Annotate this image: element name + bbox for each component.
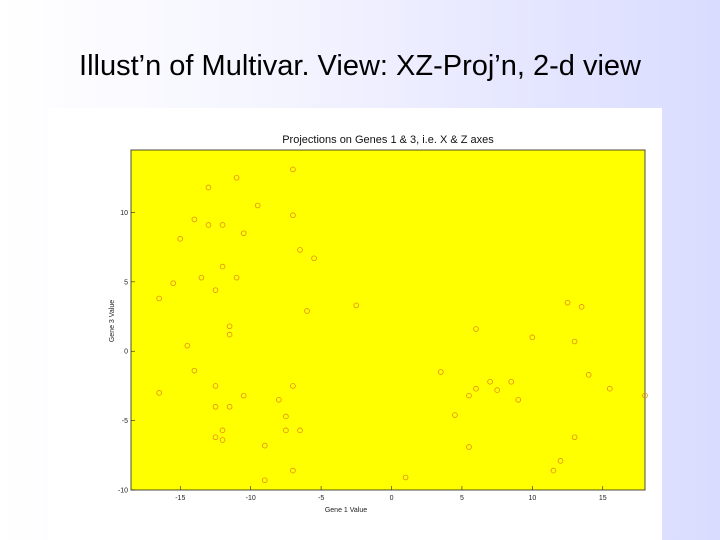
y-tick-label: 10 [120, 210, 128, 217]
y-tick-label: 5 [124, 279, 128, 286]
data-point [233, 174, 240, 181]
data-point [226, 323, 233, 330]
data-point [297, 427, 303, 434]
x-tick-label: 15 [599, 495, 607, 502]
data-point [184, 342, 191, 349]
data-point [311, 255, 317, 262]
data-point [290, 166, 296, 173]
data-point [550, 467, 557, 474]
data-point [226, 403, 233, 410]
x-tick-label: -10 [246, 495, 256, 502]
data-point [515, 396, 522, 403]
data-point [212, 434, 219, 441]
data-point [466, 392, 472, 399]
data-point [642, 392, 648, 399]
data-point [261, 442, 268, 449]
data-point [240, 392, 247, 399]
data-point [578, 304, 585, 310]
slide-title: Illust’n of Multivar. View: XZ-Proj’n, 2… [79, 50, 641, 82]
data-point [191, 367, 198, 374]
x-tick-label: -5 [318, 495, 324, 502]
x-tick-label: 0 [390, 495, 394, 502]
x-tick-label: 10 [528, 495, 536, 502]
data-point [402, 474, 409, 481]
data-point [219, 222, 226, 228]
data-point [571, 338, 578, 345]
data-point [219, 437, 226, 443]
data-point [198, 274, 205, 281]
data-point [283, 413, 289, 420]
x-tick-label: -15 [175, 495, 185, 502]
x-tick-label: 5 [460, 495, 464, 502]
data-point [606, 385, 613, 392]
data-point [297, 247, 303, 253]
data-point [529, 334, 536, 341]
data-point [438, 369, 444, 375]
plot-area [130, 149, 646, 491]
data-point [254, 202, 261, 209]
scatter-chart: Projections on Genes 1 & 3, i.e. X & Z a… [109, 134, 648, 514]
data-point [508, 378, 515, 385]
data-point [487, 378, 493, 385]
data-point [156, 295, 162, 302]
data-point [212, 383, 219, 389]
data-point [170, 280, 177, 287]
data-point [473, 326, 479, 332]
data-point [205, 222, 212, 228]
y-axis-label: Gene 3 Value [109, 300, 116, 342]
chart-figure: Projections on Genes 1 & 3, i.e. X & Z a… [48, 108, 662, 540]
data-point [276, 396, 282, 403]
data-point [571, 434, 578, 441]
data-point [283, 427, 289, 434]
data-point [226, 331, 233, 338]
data-point [205, 184, 212, 191]
data-point [233, 274, 240, 281]
data-point [191, 216, 198, 223]
data-point [177, 236, 184, 242]
y-tick-label: 0 [124, 349, 128, 356]
data-point [261, 477, 268, 484]
y-tick-label: -10 [118, 488, 128, 495]
data-point [212, 403, 219, 410]
data-point [473, 385, 479, 392]
data-point [452, 412, 458, 418]
data-point [494, 387, 500, 393]
y-tick-label: -5 [122, 418, 128, 425]
data-point [585, 372, 592, 378]
data-point [557, 458, 564, 464]
data-point [290, 467, 296, 474]
data-point [304, 308, 310, 314]
data-point [219, 427, 226, 434]
data-points [156, 166, 648, 484]
axis-ticks: -15 -10 -5 0 5 10 15 -10 -5 0 5 10 [118, 210, 607, 502]
data-point [156, 390, 162, 396]
data-point [466, 444, 472, 450]
data-point [290, 383, 296, 389]
data-point [219, 263, 226, 270]
x-axis-label: Gene 1 Value [325, 507, 367, 514]
data-point [564, 299, 571, 306]
chart-title: Projections on Genes 1 & 3, i.e. X & Z a… [282, 134, 494, 146]
data-point [212, 287, 219, 293]
data-point [290, 212, 296, 219]
data-point [240, 230, 247, 237]
data-point [353, 302, 360, 309]
